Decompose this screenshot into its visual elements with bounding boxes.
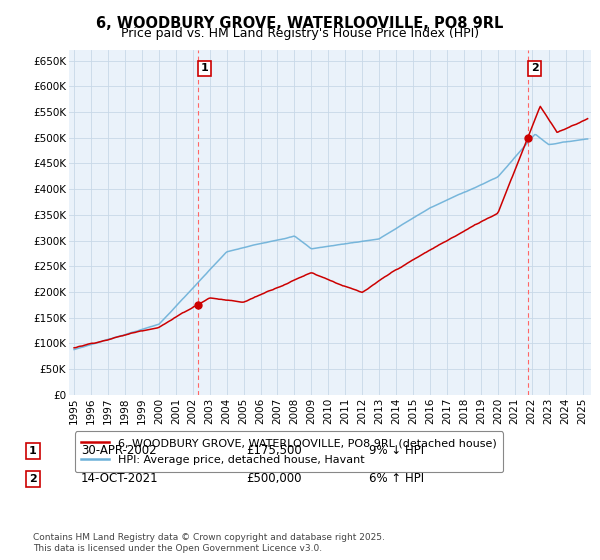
- Text: Contains HM Land Registry data © Crown copyright and database right 2025.
This d: Contains HM Land Registry data © Crown c…: [33, 533, 385, 553]
- Text: £175,500: £175,500: [246, 444, 302, 458]
- Text: 1: 1: [201, 63, 209, 73]
- Text: 2: 2: [530, 63, 538, 73]
- Text: 1: 1: [29, 446, 37, 456]
- Text: 2: 2: [29, 474, 37, 484]
- Text: 30-APR-2002: 30-APR-2002: [81, 444, 157, 458]
- Text: Price paid vs. HM Land Registry's House Price Index (HPI): Price paid vs. HM Land Registry's House …: [121, 27, 479, 40]
- Text: 6, WOODBURY GROVE, WATERLOOVILLE, PO8 9RL: 6, WOODBURY GROVE, WATERLOOVILLE, PO8 9R…: [97, 16, 503, 31]
- Legend: 6, WOODBURY GROVE, WATERLOOVILLE, PO8 9RL (detached house), HPI: Average price, : 6, WOODBURY GROVE, WATERLOOVILLE, PO8 9R…: [74, 431, 503, 472]
- Text: 14-OCT-2021: 14-OCT-2021: [81, 472, 158, 486]
- Text: 9% ↓ HPI: 9% ↓ HPI: [369, 444, 424, 458]
- Text: £500,000: £500,000: [246, 472, 302, 486]
- Text: 6% ↑ HPI: 6% ↑ HPI: [369, 472, 424, 486]
